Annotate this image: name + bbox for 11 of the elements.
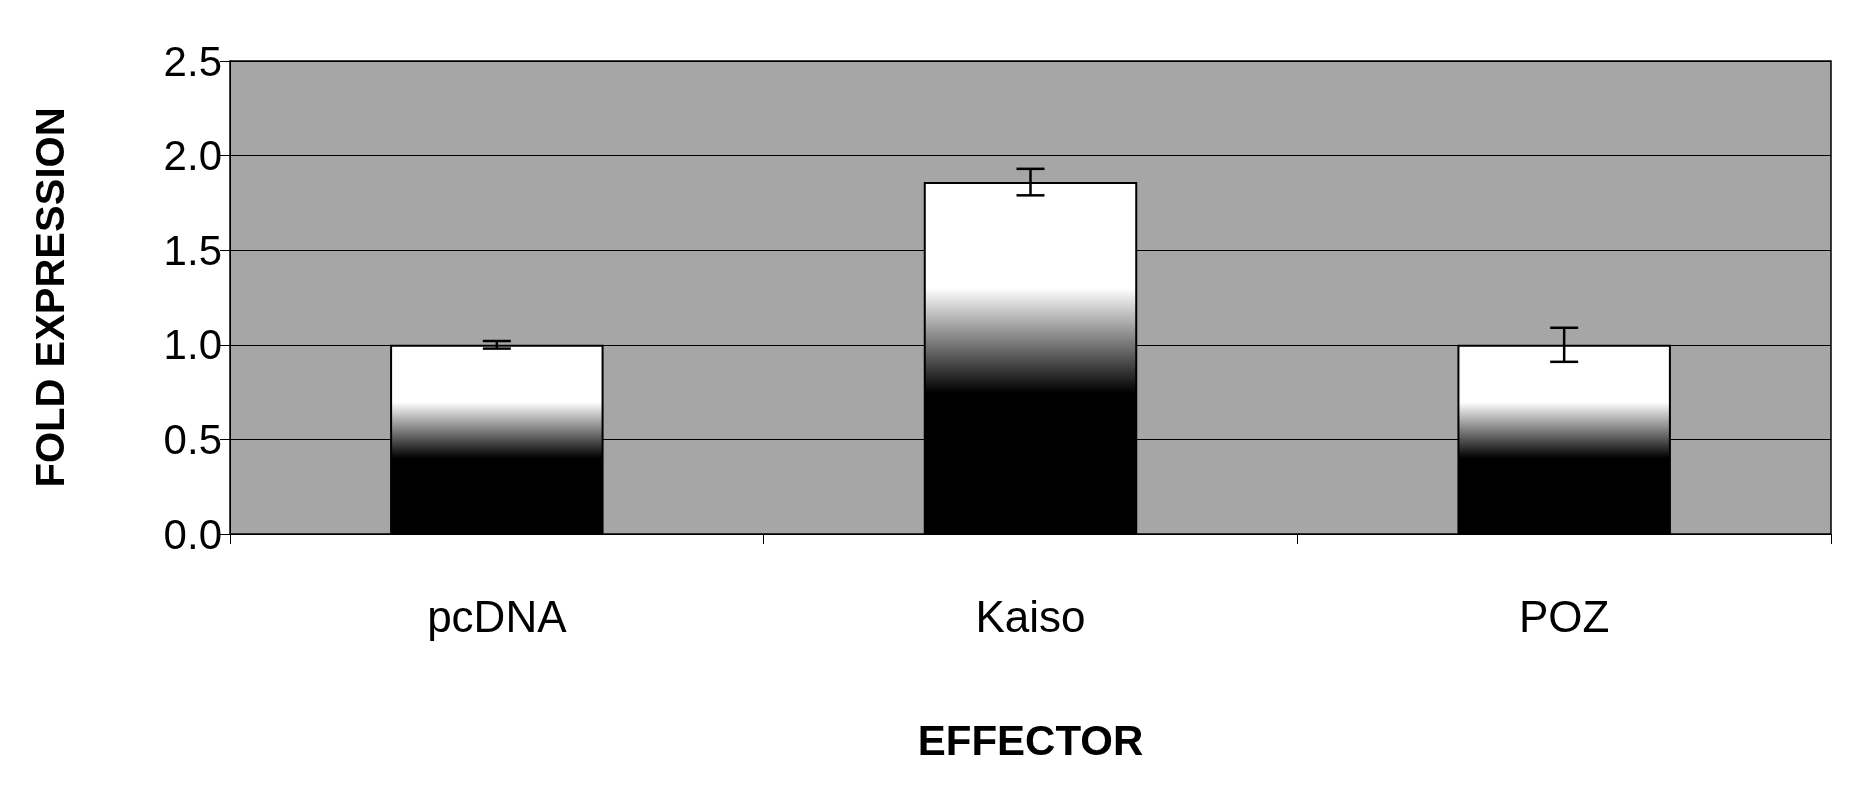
y-tick-label: 2.5 [163, 37, 222, 85]
y-tick-label: 2.0 [163, 132, 222, 180]
y-tick-label: 1.0 [163, 321, 222, 369]
x-tick-label: Kaiso [975, 591, 1086, 641]
x-tick-label: pcDNA [427, 591, 568, 641]
y-tick-label: 0.5 [163, 415, 222, 463]
y-axis-title: FOLD EXPRESSION [28, 107, 72, 488]
x-axis-title: EFFECTOR [917, 716, 1144, 764]
y-tick-label: 0.0 [163, 510, 222, 558]
x-tick-label: POZ [1518, 591, 1610, 641]
y-tick-label: 1.5 [163, 226, 222, 274]
